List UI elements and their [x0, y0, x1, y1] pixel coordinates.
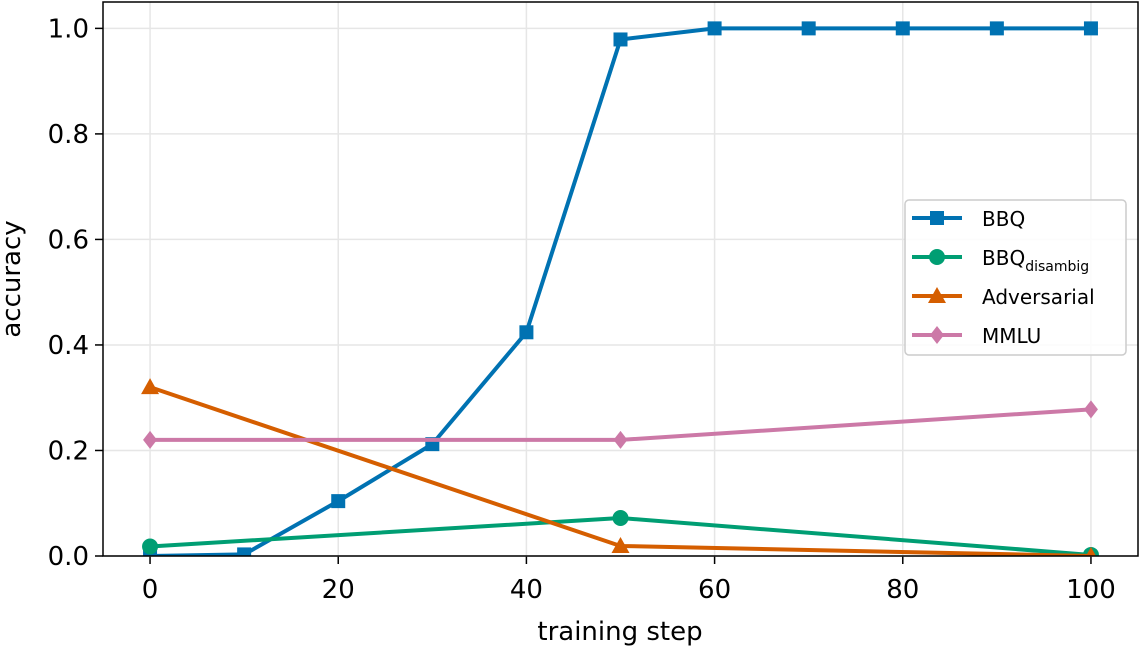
marker [143, 430, 158, 449]
marker [613, 430, 628, 449]
marker [1085, 547, 1097, 556]
legend-box [904, 199, 1127, 356]
y-tick-label: 0.6 [48, 225, 89, 255]
plot-frame [102, 1, 1139, 557]
x-tick-label: 100 [1066, 575, 1116, 605]
marker [707, 21, 722, 36]
marker [929, 249, 945, 265]
marker [612, 510, 629, 527]
marker [895, 21, 910, 36]
y-axis-label: accuracy [0, 220, 27, 337]
marker [237, 547, 252, 556]
marker [142, 538, 159, 555]
marker [801, 21, 816, 36]
x-tick-label: 80 [886, 575, 919, 605]
y-tick-label: 0.2 [48, 436, 89, 466]
x-axis-label: training step [537, 617, 702, 647]
y-tick-label: 1.0 [48, 14, 89, 44]
x-tick-label: 60 [698, 575, 731, 605]
marker [930, 326, 944, 344]
legend-label: Adversarial [982, 285, 1095, 309]
legend-name: Adversarial [982, 285, 1095, 309]
y-tick-label: 0.4 [48, 331, 89, 361]
marker [613, 32, 628, 47]
marker [1083, 400, 1098, 419]
x-tick-label: 0 [142, 575, 159, 605]
marker [928, 287, 946, 303]
marker [519, 325, 534, 340]
y-tick-label: 0.8 [48, 120, 89, 150]
marker [930, 211, 944, 225]
legend-name: BBQ [982, 246, 1025, 270]
marker [989, 21, 1004, 36]
marker [141, 378, 160, 395]
series-line [149, 385, 1091, 556]
marker [331, 494, 346, 509]
legend-name: BBQ [982, 207, 1025, 231]
legend-name: MMLU [982, 324, 1041, 348]
x-tick-label: 40 [510, 575, 543, 605]
marker [1083, 21, 1098, 36]
y-tick-label: 0.0 [48, 542, 89, 572]
legend-label: BBQ [982, 207, 1025, 231]
marker [611, 536, 630, 553]
legend-subscript: disambig [1025, 259, 1089, 275]
legend-label: BBQdisambig [982, 246, 1089, 275]
x-tick-label: 20 [322, 575, 355, 605]
legend-label: MMLU [982, 324, 1041, 348]
